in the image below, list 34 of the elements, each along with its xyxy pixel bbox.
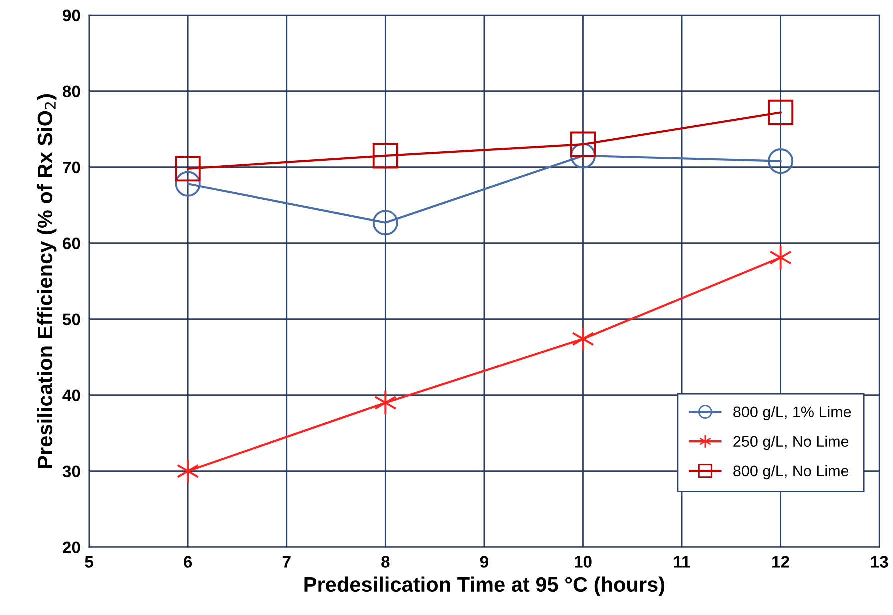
x-tick-label: 7 bbox=[282, 556, 291, 568]
y-axis-title: Presilication Efficiency (% of Rx SiO$_{2}$) bbox=[37, 94, 57, 468]
x-tick-label: 11 bbox=[674, 556, 690, 568]
x-tick-label: 8 bbox=[382, 556, 390, 568]
point bbox=[570, 132, 596, 158]
y-tick-label: 20 bbox=[63, 542, 80, 554]
y-tick-label: 60 bbox=[63, 238, 80, 250]
point bbox=[372, 210, 398, 236]
legend-label: 250 g/L, No Lime bbox=[734, 436, 849, 450]
point bbox=[572, 326, 594, 352]
point bbox=[175, 156, 201, 182]
x-tick-label: 10 bbox=[575, 556, 592, 568]
y-tick-label: 40 bbox=[62, 390, 80, 402]
point bbox=[768, 148, 794, 174]
y-tick-label: 80 bbox=[62, 86, 80, 98]
x-tick-label: 9 bbox=[480, 556, 488, 568]
point bbox=[770, 245, 792, 271]
y-tick-label: 70 bbox=[63, 162, 80, 174]
y-tick-label: 90 bbox=[63, 10, 80, 22]
point bbox=[570, 143, 596, 169]
legend-label: 800 g/L, 1% Lime bbox=[734, 406, 852, 421]
point bbox=[175, 171, 201, 197]
x-tick-label: 5 bbox=[85, 556, 94, 568]
point bbox=[176, 458, 200, 484]
x-tick-label: 12 bbox=[772, 556, 790, 568]
legend-label: 800 g/L, No Lime bbox=[734, 465, 849, 480]
x-axis-title: Predesilication Time at 95 °C (hours) bbox=[304, 576, 665, 596]
y-tick-label: 30 bbox=[62, 466, 80, 478]
x-tick-label: 6 bbox=[184, 556, 192, 568]
y-tick-label: 50 bbox=[62, 314, 80, 326]
point bbox=[374, 390, 397, 416]
x-tick-label: 13 bbox=[871, 556, 888, 568]
point bbox=[768, 100, 794, 126]
point bbox=[372, 143, 398, 169]
